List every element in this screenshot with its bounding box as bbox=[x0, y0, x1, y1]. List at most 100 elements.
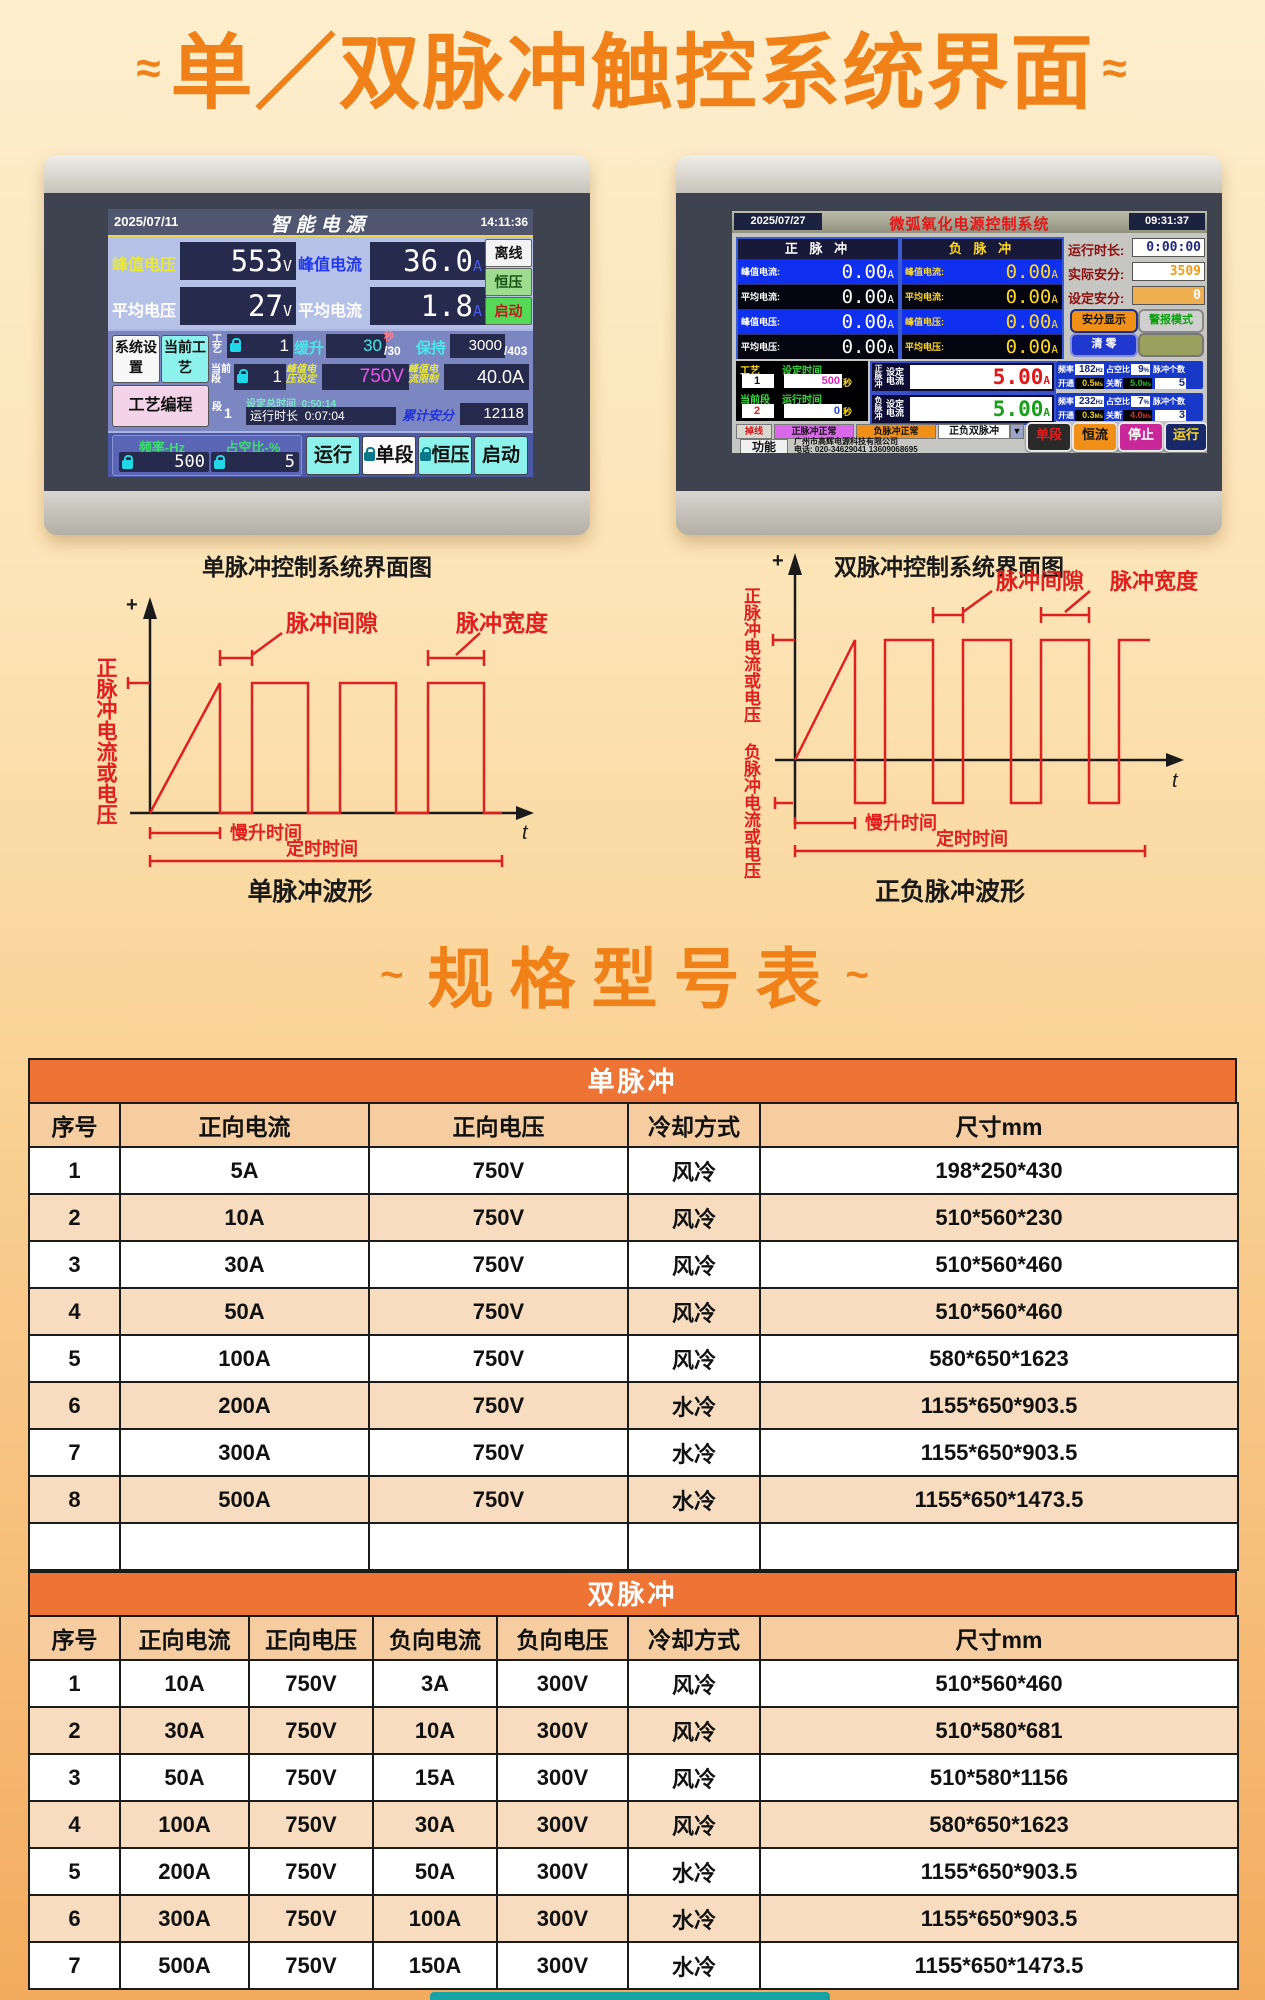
time-display: 14:11:36 bbox=[480, 215, 528, 229]
cell: 100A bbox=[119, 1800, 250, 1849]
mode-dropdown[interactable]: 正负双脉冲 bbox=[938, 424, 1010, 439]
spec-title-text: 规格型号表 bbox=[427, 942, 838, 1016]
run-button[interactable]: 运行 bbox=[1164, 422, 1207, 452]
lock-icon bbox=[364, 447, 376, 461]
cell: 510*560*230 bbox=[759, 1193, 1239, 1242]
segment-label: 段 bbox=[212, 402, 222, 413]
start-run-button[interactable]: 启动 bbox=[474, 436, 528, 475]
clear-zero-button[interactable]: 清 零 bbox=[1070, 333, 1138, 357]
lock-icon bbox=[230, 338, 241, 352]
cell: 水冷 bbox=[627, 1428, 761, 1477]
constant-voltage-mode-button[interactable]: 恒压 bbox=[418, 436, 472, 475]
cell: 750V bbox=[368, 1334, 629, 1383]
plus-sign: + bbox=[126, 594, 138, 616]
cell: 水冷 bbox=[627, 1847, 761, 1896]
off-time-field[interactable]: 5.0Ms bbox=[1123, 377, 1152, 389]
function-button[interactable]: 功能 bbox=[740, 439, 788, 453]
set-time-field[interactable]: 500 bbox=[784, 374, 842, 388]
hold-time-field[interactable]: 3000 bbox=[450, 334, 505, 358]
cell: 750V bbox=[368, 1428, 629, 1477]
run-time-label: 运行时间 bbox=[782, 395, 822, 406]
set-ah-field[interactable]: 0 bbox=[1132, 286, 1205, 305]
dual-pulse-caption: 双脉冲控制系统界面图 bbox=[834, 554, 1064, 580]
freq-field[interactable]: 232Hz bbox=[1075, 395, 1104, 407]
actual-ah-label: 实际安分: bbox=[1068, 267, 1125, 282]
constant-current-button[interactable]: 恒流 bbox=[1072, 422, 1118, 452]
duty-cycle-field[interactable]: 5 bbox=[211, 452, 299, 472]
set-current-label: 设定电流 bbox=[886, 399, 905, 418]
single-segment-button[interactable]: 单段 bbox=[362, 436, 416, 475]
tilde-decor-icon: ≈ bbox=[1102, 44, 1129, 93]
peak-current-value: 36.0A bbox=[370, 242, 486, 280]
pulse-count-field[interactable]: 3 bbox=[1155, 409, 1186, 421]
single-pulse-device: 2025/07/11 智能电源 14:11:36 峰值电压 553V 峰值电流 … bbox=[44, 155, 590, 535]
run-button[interactable]: 运行 bbox=[306, 436, 360, 475]
offline-button[interactable]: 离线 bbox=[485, 239, 532, 267]
system-settings-button[interactable]: 系统设置 bbox=[112, 335, 160, 383]
off-time-field[interactable]: 4.0Ms bbox=[1123, 409, 1152, 421]
ah-display-button[interactable]: 安分显示 bbox=[1070, 309, 1138, 333]
cell: 1155*650*903.5 bbox=[759, 1894, 1239, 1943]
cell: 风冷 bbox=[627, 1753, 761, 1802]
pulse-width-label: 脉冲宽度 bbox=[455, 610, 549, 636]
ramp-time-field[interactable]: 30 bbox=[326, 334, 386, 358]
positive-set-current-field[interactable]: 5.00A bbox=[910, 365, 1052, 389]
pulse-row-label: 峰值电压 bbox=[902, 317, 945, 327]
positive-pulse-rows: 峰值电流 0.00A 平均电流 0.00A 峰值电压 0.00A 平均电压 0.00A bbox=[738, 259, 898, 359]
avg-voltage-label: 平均电压 bbox=[112, 303, 177, 320]
cell: 10A bbox=[372, 1706, 498, 1755]
negative-set-current-field[interactable]: 5.00A bbox=[910, 397, 1052, 421]
cell: 1155*650*903.5 bbox=[759, 1381, 1239, 1430]
table-row: 4 50A 750V 风冷 510*560*460 bbox=[28, 1287, 1239, 1336]
cell: 510*560*460 bbox=[759, 1240, 1239, 1289]
alarm-mode-button[interactable]: 警报模式 bbox=[1138, 309, 1204, 333]
start-button[interactable]: 启动 bbox=[485, 297, 532, 325]
pulse-row-label: 峰值电流 bbox=[738, 267, 781, 277]
cell: 8 bbox=[28, 1475, 121, 1524]
pulse-row-label: 平均电压 bbox=[902, 342, 945, 352]
cell: 水冷 bbox=[627, 1941, 761, 1990]
peak-current-limit-field[interactable]: 40.0A bbox=[444, 364, 529, 390]
current-segment-label: 当前段 bbox=[211, 364, 231, 385]
waveform-pos-y-label: 正脉冲电流或电压 bbox=[741, 587, 760, 723]
single-segment-button[interactable]: 单段 bbox=[1026, 422, 1072, 452]
disabled-button[interactable] bbox=[1138, 333, 1204, 357]
cell bbox=[28, 1522, 121, 1571]
process-program-button[interactable]: 工艺编程 bbox=[112, 385, 209, 427]
avg-current-label: 平均电流 bbox=[298, 303, 363, 320]
chevron-down-icon[interactable]: ▼ bbox=[1010, 424, 1024, 439]
constant-voltage-button[interactable]: 恒压 bbox=[485, 268, 532, 296]
peak-voltage-set-field[interactable]: 750V bbox=[322, 364, 409, 390]
screen-title: 微弧氧化电源控制系统 bbox=[889, 215, 1050, 233]
frequency-field[interactable]: 500 bbox=[119, 452, 209, 472]
on-time-field[interactable]: 0.3Ms bbox=[1075, 409, 1104, 421]
cell: 风冷 bbox=[627, 1193, 761, 1242]
pulse-count-label: 脉冲个数 bbox=[1153, 364, 1185, 374]
ramp-unit: 秒 bbox=[384, 332, 394, 343]
positive-pulse-title: 正 脉 冲 bbox=[738, 239, 898, 259]
table-row: 8 500A 750V 水冷 1155*650*1473.5 bbox=[28, 1475, 1239, 1524]
cell: 580*650*1623 bbox=[759, 1800, 1239, 1849]
current-process-button[interactable]: 当前工艺 bbox=[161, 335, 209, 383]
process-number-field[interactable]: 1 bbox=[742, 374, 774, 388]
cell: 200A bbox=[119, 1381, 370, 1430]
pulse-row-label: 峰值电压 bbox=[738, 317, 781, 327]
single-pulse-screen: 2025/07/11 智能电源 14:11:36 峰值电压 553V 峰值电流 … bbox=[108, 209, 533, 477]
duty-field[interactable]: 7% bbox=[1131, 395, 1150, 407]
empty-row bbox=[28, 1522, 1239, 1571]
lock-icon bbox=[122, 455, 133, 469]
cell: 500A bbox=[119, 1475, 370, 1524]
segment-number-field[interactable]: 1 bbox=[234, 364, 286, 390]
duty-field[interactable]: 9% bbox=[1131, 363, 1150, 375]
cell: 500A bbox=[119, 1941, 250, 1990]
on-label: 开通 bbox=[1058, 410, 1074, 420]
table-row: 3 30A 750V 风冷 510*560*460 bbox=[28, 1240, 1239, 1289]
stop-button[interactable]: 停止 bbox=[1118, 422, 1164, 452]
on-time-field[interactable]: 0.5Ms bbox=[1075, 377, 1104, 389]
freq-field[interactable]: 182Hz bbox=[1075, 363, 1104, 375]
device-bezel-bottom bbox=[44, 491, 590, 535]
column-header: 序号 bbox=[28, 1102, 121, 1148]
craft-number-field[interactable]: 1 bbox=[227, 334, 293, 358]
cell: 水冷 bbox=[627, 1381, 761, 1430]
pulse-count-field[interactable]: 5 bbox=[1155, 377, 1186, 389]
